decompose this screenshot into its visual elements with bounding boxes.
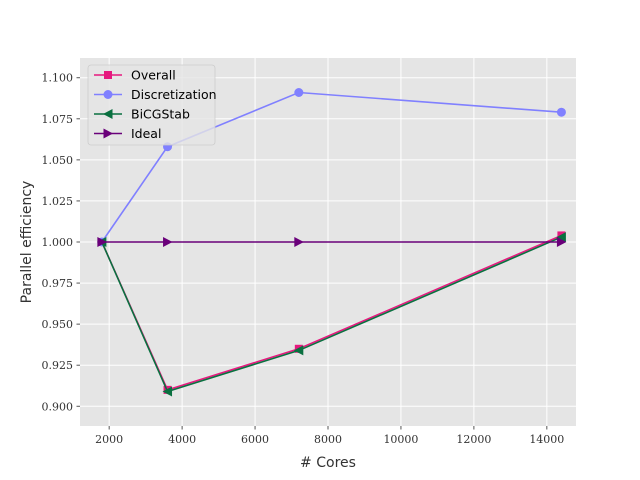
y-axis-label: Parallel efficiency bbox=[19, 181, 35, 304]
series-line-discretization bbox=[101, 91, 562, 243]
data-point-ideal bbox=[97, 237, 107, 247]
y-tick-label: 1.000 bbox=[42, 236, 74, 249]
legend-frame bbox=[87, 64, 216, 146]
y-tick-label: 0.925 bbox=[42, 359, 74, 372]
x-axis-label: # Cores bbox=[300, 455, 356, 471]
x-tick-label: 2000 bbox=[95, 433, 123, 446]
legend-marker-discretization bbox=[103, 90, 113, 99]
data-point-bicgstab bbox=[293, 345, 304, 356]
legend-marker-bicgstab bbox=[103, 109, 113, 119]
data-point-bicgstab bbox=[162, 386, 173, 397]
data-point-discretization bbox=[556, 107, 566, 117]
legend-label-bicgstab: BiCGStab bbox=[131, 107, 190, 122]
y-axis-ticks: 0.900 0.925 0.950 0.975 1.000 1.025 1.050 1.075… bbox=[42, 72, 80, 413]
data-point-bicgstab bbox=[556, 232, 566, 243]
legend-marker-ideal bbox=[103, 128, 113, 139]
series-ideal bbox=[97, 237, 567, 247]
y-tick-label: 0.900 bbox=[42, 400, 74, 413]
y-tick-label: 1.100 bbox=[42, 72, 74, 85]
y-tick-label: 1.025 bbox=[42, 195, 74, 208]
series-line-bicgstab bbox=[101, 236, 562, 393]
data-point-ideal bbox=[556, 237, 567, 247]
y-tick-label: 1.050 bbox=[42, 154, 74, 167]
x-tick-label: 6000 bbox=[241, 433, 269, 446]
legend-label-discretization: Discretization bbox=[131, 87, 217, 102]
legend-label-ideal: Ideal bbox=[131, 126, 161, 141]
series-layer bbox=[96, 88, 567, 397]
data-point-discretization bbox=[294, 88, 304, 97]
series-bicgstab bbox=[96, 232, 566, 397]
x-tick-label: 14000 bbox=[529, 433, 564, 446]
y-tick-label: 0.975 bbox=[42, 277, 74, 290]
x-tick-label: 12000 bbox=[456, 433, 491, 446]
x-tick-label: 4000 bbox=[168, 433, 196, 446]
x-tick-label: 10000 bbox=[383, 433, 418, 446]
y-tick-label: 0.950 bbox=[42, 318, 74, 331]
y-tick-label: 1.075 bbox=[42, 113, 74, 126]
legend-label-overall: Overall bbox=[131, 68, 176, 83]
data-point-ideal bbox=[294, 237, 304, 247]
x-tick-label: 8000 bbox=[314, 433, 342, 446]
legend-marker-overall bbox=[104, 71, 112, 79]
x-axis-ticks: 2000 4000 6000 8000 10000 12000 14000 bbox=[95, 426, 564, 446]
legend: Overall Discretization BiCGStab Ideal bbox=[87, 64, 217, 146]
gridlines bbox=[80, 58, 576, 426]
data-point-ideal bbox=[163, 237, 173, 247]
